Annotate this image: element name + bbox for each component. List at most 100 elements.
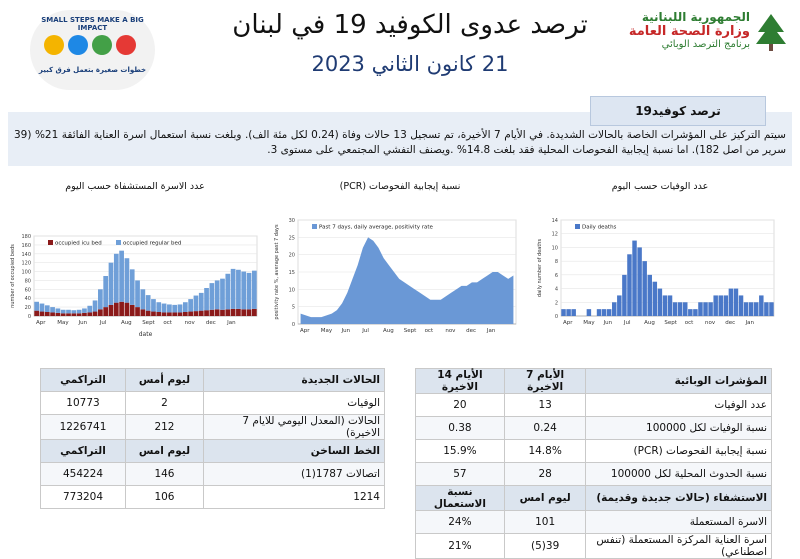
table-row: اسرة العناية المركزة المستعملة (تنفس اصط… [415, 533, 772, 559]
x-tick-label: Aug [383, 328, 394, 334]
bar [748, 302, 754, 316]
bar [677, 302, 683, 316]
bar [728, 288, 734, 316]
table-row: الاسرة المستعملة 101 24% [415, 510, 772, 534]
bar [103, 276, 109, 308]
table-cell: 14.8% [503, 439, 587, 463]
header-cell: ليوم امس [125, 439, 204, 463]
bar [764, 302, 769, 316]
bar [140, 309, 146, 316]
bar [652, 281, 658, 316]
left-table: الحالات الجديدة ليوم أمس التراكمي الوفيات 2 1… [40, 368, 386, 509]
x-tick-label: Jun [77, 320, 87, 326]
bar [230, 308, 236, 316]
bar [103, 307, 109, 316]
bar [87, 305, 93, 313]
table-cell: 15.9% [415, 439, 505, 463]
table-row: نسبة الحدوث المحلية لكل 100000 28 57 [415, 462, 772, 486]
bar [182, 312, 188, 316]
legend-swatch [48, 240, 53, 245]
bar [743, 302, 749, 316]
bar [129, 269, 135, 305]
bar [225, 309, 231, 316]
bar [698, 302, 703, 316]
header-row: الاستشفاء (حالات جديدة وقديمة) ليوم امس نس… [415, 485, 772, 511]
table-cell: 106 [125, 485, 204, 509]
table-cell: 146 [125, 462, 204, 486]
y-tick-label: 15 [289, 270, 295, 276]
x-tick-label: oct [425, 328, 434, 334]
table-cell: 24% [415, 510, 505, 534]
area [300, 237, 514, 324]
y-tick-label: 12 [552, 232, 558, 238]
bar [71, 310, 77, 314]
legend-label: Past 7 days, daily average, positivity r… [319, 225, 434, 231]
bar [145, 310, 151, 316]
bar [601, 309, 607, 316]
bar [156, 312, 162, 316]
table-row: اتصالات 1787(1) 146 454224 [40, 462, 386, 486]
table-row: 1214 106 773204 [40, 485, 386, 509]
y-tick-label: 0 [292, 322, 295, 328]
bar [657, 288, 663, 316]
bar [177, 312, 183, 316]
bar [220, 278, 225, 310]
table-row: الحالات (المعدل اليومي للايام 7 الاخيرة)… [40, 414, 386, 440]
y-tick-label: 40 [25, 296, 31, 302]
x-tick-label: Sept [404, 328, 417, 334]
ministry-logo: الجمهورية اللبنانية وزارة الصحة العامة ب… [628, 10, 788, 70]
bar [172, 312, 178, 316]
header-cell: ليوم أمس [125, 368, 204, 392]
bar [188, 299, 193, 312]
bar [693, 309, 698, 316]
table-row: نسبة الوفيات لكل 100000 0.24 0.38 [415, 416, 772, 440]
bar [135, 280, 140, 308]
bar [66, 313, 71, 316]
table-cell: 1214 [202, 485, 386, 509]
bar [119, 301, 124, 316]
header-row: المؤشرات الوبائية الأيام 7 الاخيرة الأيام … [415, 368, 772, 394]
bar [769, 302, 774, 316]
plot-area [33, 235, 258, 317]
x-tick-label: nov [185, 320, 196, 326]
table-cell: 28 [503, 462, 587, 486]
table-cell: عدد الوفيات [585, 393, 772, 417]
header-cell: التراكمي [40, 368, 126, 392]
bar [622, 274, 627, 316]
bar [182, 302, 188, 312]
y-tick-label: 25 [289, 235, 295, 241]
header-cell: نسبة الاستعمال [415, 485, 505, 511]
y-tick-label: 2 [555, 300, 558, 306]
report-date: 21 كانون الثاني 2023 [311, 52, 509, 76]
table-row: عدد الوفيات 13 20 [415, 393, 772, 417]
bar [167, 312, 172, 316]
legend-label: Daily deaths [582, 225, 617, 231]
bar [140, 289, 146, 310]
legend-swatch [575, 224, 580, 229]
y-tick-label: 120 [21, 261, 31, 267]
y-tick-label: 14 [552, 218, 558, 224]
bar [55, 308, 61, 313]
table-cell: الوفيات [202, 391, 386, 415]
bar [637, 247, 642, 316]
legend-label: occupied regular bed [123, 241, 181, 247]
bar [76, 309, 82, 314]
x-tick-label: Apr [563, 320, 573, 326]
table-cell: 10773 [40, 391, 126, 415]
bar [129, 304, 135, 316]
bar [98, 289, 103, 310]
ministry-line: وزارة الصحة العامة [628, 24, 750, 39]
bar [688, 309, 693, 316]
x-tick-label: Jun [341, 328, 351, 334]
y-tick-label: 10 [289, 287, 295, 293]
header-cell: الاستشفاء (حالات جديدة وقديمة) [585, 485, 772, 511]
y-tick-label: 6 [555, 273, 558, 279]
bar [44, 312, 50, 316]
x-tick-label: Jul [361, 328, 369, 334]
bar [617, 295, 622, 316]
bar [82, 312, 87, 316]
bar [60, 309, 66, 314]
bar [225, 273, 231, 310]
chart: 0 5 10 15 20 25 30 Apr May Jun Jul Aug Sept oct nov dec… [274, 218, 517, 334]
